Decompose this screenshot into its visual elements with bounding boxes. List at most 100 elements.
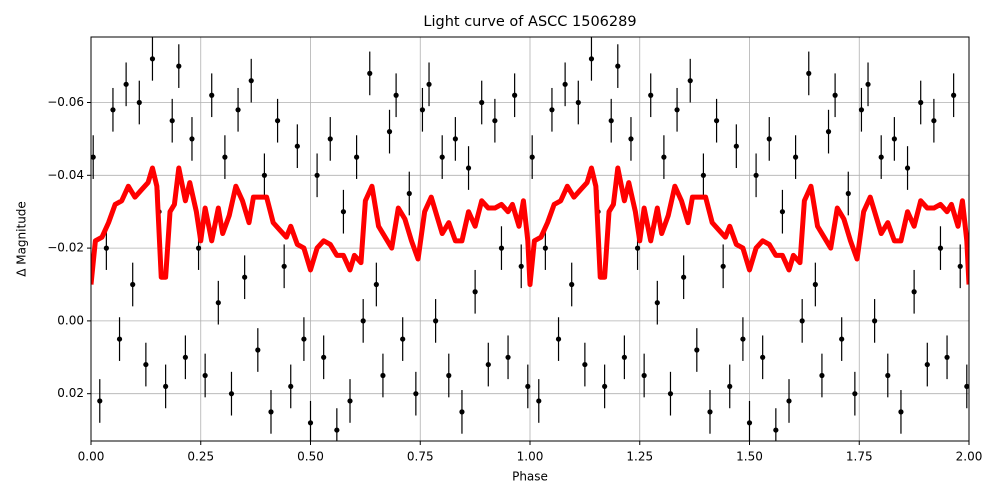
data-point xyxy=(608,118,614,124)
data-point xyxy=(687,78,693,84)
data-point xyxy=(746,420,753,426)
data-point xyxy=(492,118,498,124)
data-point xyxy=(485,361,491,368)
data-point xyxy=(353,154,360,160)
data-point xyxy=(294,143,300,149)
data-point xyxy=(288,383,294,390)
data-point xyxy=(386,129,393,135)
y-tick-label: −0.04 xyxy=(47,168,84,182)
data-point xyxy=(406,190,412,197)
data-point xyxy=(91,154,96,160)
data-point xyxy=(885,372,891,379)
data-point xyxy=(479,99,485,106)
y-tick-label: 0.00 xyxy=(57,313,84,327)
data-point xyxy=(575,99,581,106)
data-point xyxy=(419,107,426,113)
data-point xyxy=(674,107,680,113)
data-point xyxy=(562,81,568,87)
data-point xyxy=(891,136,897,142)
data-point xyxy=(911,289,917,295)
data-point xyxy=(281,263,287,269)
data-point xyxy=(136,99,142,106)
data-point xyxy=(149,56,156,62)
data-point xyxy=(951,92,957,98)
data-point xyxy=(340,209,347,215)
data-point xyxy=(615,63,621,69)
data-point xyxy=(439,154,445,160)
data-point xyxy=(380,372,386,379)
data-point xyxy=(307,420,314,426)
data-point xyxy=(865,81,871,87)
x-tick-label: 0.75 xyxy=(407,450,434,464)
data-point xyxy=(255,347,261,353)
data-point xyxy=(918,99,924,106)
data-point xyxy=(924,361,930,368)
data-point xyxy=(740,336,746,342)
data-point xyxy=(334,427,340,433)
data-point xyxy=(529,154,535,160)
data-point xyxy=(634,245,641,251)
data-point xyxy=(641,372,647,379)
data-point xyxy=(733,143,739,149)
data-point xyxy=(878,154,884,160)
x-tick-label: 0.00 xyxy=(78,450,105,464)
data-point xyxy=(518,263,524,269)
data-point xyxy=(753,172,759,178)
data-point xyxy=(525,383,531,390)
data-point xyxy=(536,398,542,404)
data-point xyxy=(588,56,595,62)
data-point xyxy=(433,318,439,324)
binned-line xyxy=(91,165,969,287)
data-point xyxy=(505,354,511,360)
x-tick-label: 1.75 xyxy=(846,450,873,464)
data-point xyxy=(367,70,373,76)
data-point xyxy=(569,281,575,288)
data-point xyxy=(465,165,472,171)
data-point xyxy=(720,263,726,269)
data-point xyxy=(426,81,432,87)
data-point xyxy=(373,281,379,288)
y-tick-label: −0.02 xyxy=(47,241,84,255)
data-point xyxy=(707,409,713,415)
data-point xyxy=(799,318,805,324)
data-point xyxy=(512,92,518,98)
data-point xyxy=(727,383,733,390)
data-point xyxy=(274,118,281,124)
data-point xyxy=(542,245,548,251)
data-point xyxy=(123,81,129,87)
data-point xyxy=(681,274,687,280)
data-point xyxy=(97,398,103,404)
data-point xyxy=(176,63,182,69)
x-tick-label: 0.25 xyxy=(187,450,214,464)
data-point xyxy=(321,354,327,360)
data-point xyxy=(806,70,812,76)
data-point xyxy=(130,281,136,288)
data-point xyxy=(760,354,766,360)
data-point xyxy=(582,361,588,368)
data-point xyxy=(327,136,333,142)
data-point xyxy=(347,398,353,404)
data-point xyxy=(163,383,169,390)
data-point xyxy=(648,92,654,98)
data-point xyxy=(931,118,937,124)
data-point xyxy=(898,409,904,415)
data-point xyxy=(628,136,634,142)
data-point xyxy=(839,336,845,342)
data-point xyxy=(110,107,116,113)
data-point xyxy=(393,92,399,98)
data-point xyxy=(446,372,452,379)
data-point xyxy=(202,372,208,379)
plot-area xyxy=(91,37,969,441)
x-tick-label: 0.50 xyxy=(297,450,324,464)
data-point xyxy=(713,118,720,124)
data-point xyxy=(555,336,562,342)
ticks: 0.00 0.25 0.50 0.75 1.00 1.25 1.50 1.75 2.00 −0.0… xyxy=(47,95,982,463)
data-point xyxy=(360,318,366,324)
data-point xyxy=(222,154,228,160)
data-point xyxy=(904,165,911,171)
data-point xyxy=(169,118,175,124)
data-point xyxy=(937,245,944,251)
data-point xyxy=(452,136,458,142)
data-point xyxy=(852,391,858,397)
